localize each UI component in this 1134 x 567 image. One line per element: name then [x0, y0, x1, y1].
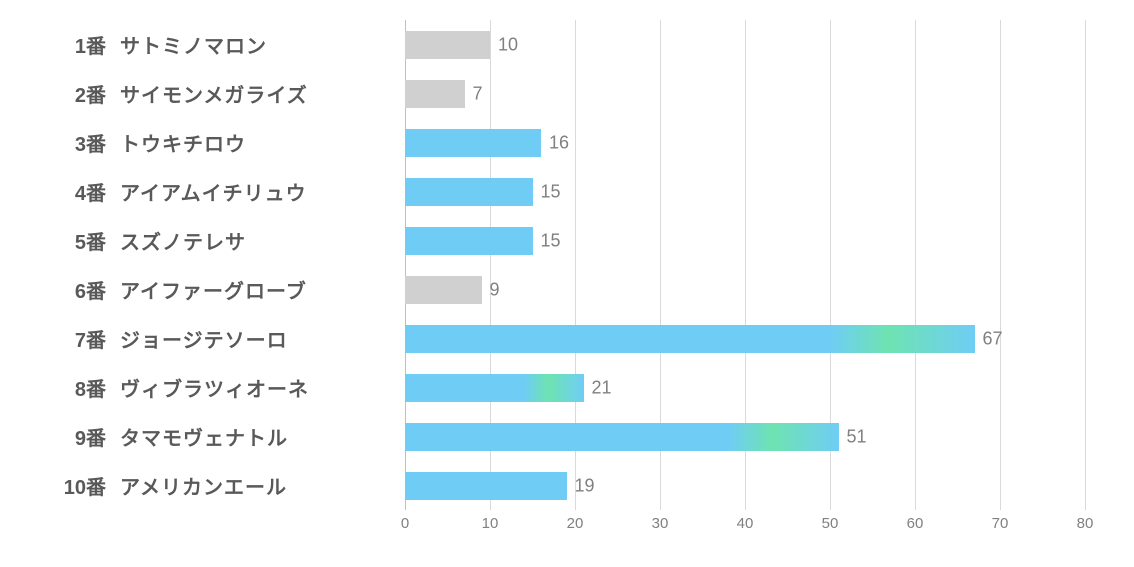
- bar: 9: [405, 276, 482, 304]
- x-tick-label: 60: [907, 515, 924, 532]
- bar-slot: 19: [405, 461, 1085, 510]
- entry-name: ヴィブラツィオーネ: [120, 373, 390, 402]
- entry-name: トウキチロウ: [120, 128, 390, 157]
- bar: 67: [405, 325, 975, 353]
- gridline: [1085, 20, 1086, 510]
- entry-number: 10番: [40, 471, 120, 500]
- entry-name: サイモンメガライズ: [120, 79, 390, 108]
- bar-slot: 15: [405, 216, 1085, 265]
- x-tick-label: 30: [652, 515, 669, 532]
- bar-slot: 7: [405, 69, 1085, 118]
- bar-value-label: 15: [533, 230, 561, 251]
- bar: 16: [405, 129, 541, 157]
- bar-slot: 9: [405, 265, 1085, 314]
- bar-value-label: 10: [490, 34, 518, 55]
- bar: 15: [405, 227, 533, 255]
- entry-number: 2番: [40, 79, 120, 108]
- entry-name: スズノテレサ: [120, 226, 390, 255]
- x-tick-label: 40: [737, 515, 754, 532]
- bar: 7: [405, 80, 465, 108]
- entry-number: 7番: [40, 324, 120, 353]
- bar-value-label: 9: [482, 279, 500, 300]
- entry-name: ジョージテソーロ: [120, 324, 390, 353]
- bar: 51: [405, 423, 839, 451]
- entry-number: 1番: [40, 30, 120, 59]
- entry-number: 6番: [40, 275, 120, 304]
- entry-name: アイアムイチリュウ: [120, 177, 390, 206]
- bar: 19: [405, 472, 567, 500]
- x-tick-label: 70: [992, 515, 1009, 532]
- bar-slot: 51: [405, 412, 1085, 461]
- x-tick-label: 80: [1077, 515, 1094, 532]
- x-axis: 01020304050607080: [405, 515, 1085, 545]
- horse-ranking-chart: 1番サトミノマロン2番サイモンメガライズ3番トウキチロウ4番アイアムイチリュウ5…: [40, 20, 1100, 550]
- entry-number: 9番: [40, 422, 120, 451]
- bar: 21: [405, 374, 584, 402]
- entry-name: サトミノマロン: [120, 30, 390, 59]
- bar-value-label: 16: [541, 132, 569, 153]
- x-tick-label: 0: [401, 515, 409, 532]
- bar-slot: 15: [405, 167, 1085, 216]
- bar: 10: [405, 31, 490, 59]
- plot-area: 107161515967215119: [405, 20, 1085, 510]
- entry-number: 3番: [40, 128, 120, 157]
- x-tick-label: 10: [482, 515, 499, 532]
- bar-value-label: 15: [533, 181, 561, 202]
- entry-number: 4番: [40, 177, 120, 206]
- bar-value-label: 51: [839, 426, 867, 447]
- bar-value-label: 67: [975, 328, 1003, 349]
- bar-slot: 10: [405, 20, 1085, 69]
- bar-slot: 16: [405, 118, 1085, 167]
- entry-name: アメリカンエール: [120, 471, 390, 500]
- entry-name: アイファーグローブ: [120, 275, 390, 304]
- entry-number: 5番: [40, 226, 120, 255]
- x-tick-label: 50: [822, 515, 839, 532]
- bar-value-label: 19: [567, 475, 595, 496]
- bar: 15: [405, 178, 533, 206]
- entry-number: 8番: [40, 373, 120, 402]
- entry-name: タマモヴェナトル: [120, 422, 390, 451]
- bar-slot: 21: [405, 363, 1085, 412]
- x-tick-label: 20: [567, 515, 584, 532]
- bar-slot: 67: [405, 314, 1085, 363]
- bar-value-label: 21: [584, 377, 612, 398]
- bar-value-label: 7: [465, 83, 483, 104]
